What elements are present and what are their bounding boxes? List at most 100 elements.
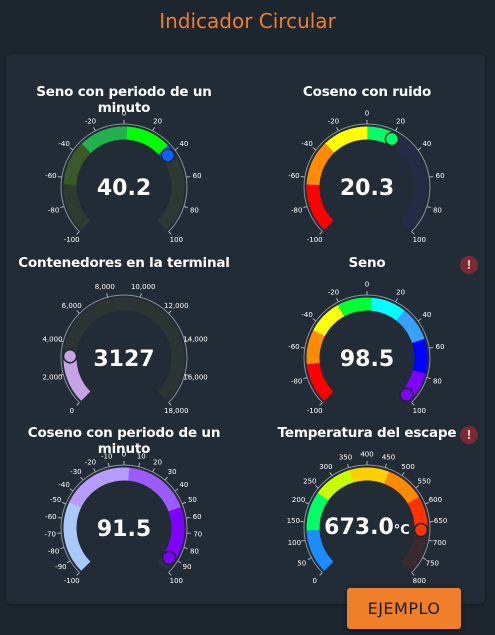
gauge-dial: -100 -80 -60 -40 -20 0 20 40 60 80 100: [288, 110, 444, 244]
gauge-tick-label: 40: [179, 481, 188, 489]
gauge-tick: [411, 572, 415, 576]
gauge-value-arc: [153, 139, 166, 153]
gauge-tick-label: -10: [101, 453, 112, 461]
gauge-value-arc: [353, 127, 360, 141]
ejemplo-button[interactable]: EJEMPLO: [347, 588, 461, 629]
gauge-value-arc: [411, 505, 426, 515]
gauge-value-arc: [145, 132, 156, 147]
gauge-value-arc: [314, 551, 329, 564]
gauge-tick-label: 20: [396, 118, 405, 126]
gauge-tick: [174, 488, 179, 492]
gauge-value-arc: [327, 478, 340, 492]
gauge-tick-label: -20: [328, 118, 339, 126]
gauge-tick: [76, 572, 80, 576]
gauge-dial: -100-90-80-70-60-50-40-30-20-10 0 10203040…: [44, 451, 202, 585]
gauge-tick-label: 10,000: [131, 283, 156, 291]
gauge-contenedores: Contenedores en la terminal 0 2,000 4,000 6…: [14, 255, 234, 425]
gauge-tick-label: -90: [55, 563, 66, 571]
gauge-tick: [303, 205, 308, 209]
gauge-tick: [401, 472, 405, 476]
gauge-value-arc: [405, 492, 420, 504]
gauge-value-arc: [75, 215, 89, 227]
gauge-value-arc: [310, 544, 325, 555]
gauge-tick-label: 8,000: [95, 283, 115, 291]
gauge-value-arc: [336, 132, 346, 146]
gauge-value-arc: [312, 548, 327, 559]
gauge-tick: [61, 501, 66, 505]
gauge-tick: [69, 488, 74, 492]
gauge-value-arc: [71, 492, 86, 505]
gauge-value-arc: [319, 315, 334, 329]
gauge-value-arc: [354, 297, 362, 312]
gauge-tick: [69, 147, 74, 151]
gauge-value: 673.0°C: [257, 515, 477, 540]
gauge-title: Coseno con ruido: [302, 84, 432, 100]
gauge-value-arc: [343, 129, 352, 144]
gauge-tick-label: 2,000: [42, 374, 62, 382]
gauge-tick-label: 800: [413, 577, 426, 585]
gauge-tick-label: -60: [45, 513, 56, 521]
gauge-marker: [161, 550, 177, 566]
gauge-tick-label: -30: [70, 468, 81, 476]
gauge-value: 20.3: [339, 176, 395, 201]
gauge-value-arc: [408, 328, 423, 340]
gauge-value-number: 673.0: [324, 515, 394, 540]
gauge-tick: [300, 176, 305, 178]
gauge-seno-minuto: Seno con periodo de un minuto -100 -80 -60…: [14, 84, 234, 254]
gauge-value-arc: [308, 166, 323, 175]
gauge-tick-label: 400: [360, 451, 373, 459]
gauge-value-arc: [91, 474, 103, 489]
gauge-tick: [59, 373, 64, 376]
gauge-value-arc: [84, 138, 97, 151]
gauge-tick: [107, 462, 110, 467]
gauge-tick: [60, 205, 65, 209]
gauge-tick: [177, 560, 182, 564]
gauge-tick: [76, 310, 80, 314]
gauge-value-arc: [310, 203, 324, 213]
gauge-tick-label: -20: [328, 289, 339, 297]
gauge-value-arc: [309, 201, 323, 209]
gauge-tick: [303, 376, 308, 380]
alert-icon[interactable]: !: [460, 426, 478, 444]
gauge-tick-label: 20: [153, 118, 162, 126]
gauge-coseno-minuto: Coseno con periodo de un minuto -100 -90-…: [14, 425, 234, 595]
gauge-value-arc: [150, 137, 162, 151]
gauge-value-arc: [349, 128, 357, 142]
gauge-tick-label: 650: [434, 517, 447, 525]
gauge-dial: -100 -80 -60 -40 -20 0 20 40 60 80 100: [45, 110, 201, 244]
gauge-value-arc: [67, 502, 82, 513]
gauge-tick: [336, 298, 339, 303]
gauge-value-arc: [384, 471, 394, 486]
gauge-tick: [60, 546, 65, 550]
gauge-value-arc: [409, 374, 424, 386]
gauge-tick: [186, 176, 191, 178]
gauge-value-arc: [311, 160, 325, 169]
gauge-value-arc: [88, 135, 99, 149]
gauge-value-arc: [106, 127, 114, 142]
gauge-tick-label: 200: [292, 496, 305, 504]
gauge-tick-label: -40: [301, 311, 312, 319]
gauge-value-arc: [101, 469, 111, 484]
gauge-value-arc: [82, 480, 96, 494]
gauge-value-arc: [149, 476, 162, 491]
alert-icon[interactable]: !: [460, 256, 478, 274]
gauge-tick: [174, 147, 179, 151]
gauge-marker: [160, 148, 176, 163]
gauge-value-arc: [317, 555, 331, 568]
gauge-tick: [347, 463, 350, 468]
gauge-tick-label: 4,000: [42, 335, 62, 343]
gauge-value-arc: [320, 558, 334, 571]
gauge-tick: [319, 402, 323, 406]
gauge-tick-label: 16,000: [183, 374, 208, 382]
gauge-tick-label: -80: [48, 547, 59, 555]
gauge-value-arc: [319, 216, 332, 228]
gauge-title: Coseno con periodo de un minuto: [27, 425, 221, 457]
gauge-value-arc: [316, 319, 331, 333]
gauge-tick-label: 50: [188, 496, 197, 504]
gauge-marker: [413, 522, 429, 538]
gauge-tick: [314, 485, 319, 489]
gauge-value-arc: [162, 492, 177, 504]
gauge-tick: [168, 231, 172, 235]
gauge-tick-label: 80: [190, 547, 199, 555]
gauge-value-arc: [317, 488, 331, 501]
